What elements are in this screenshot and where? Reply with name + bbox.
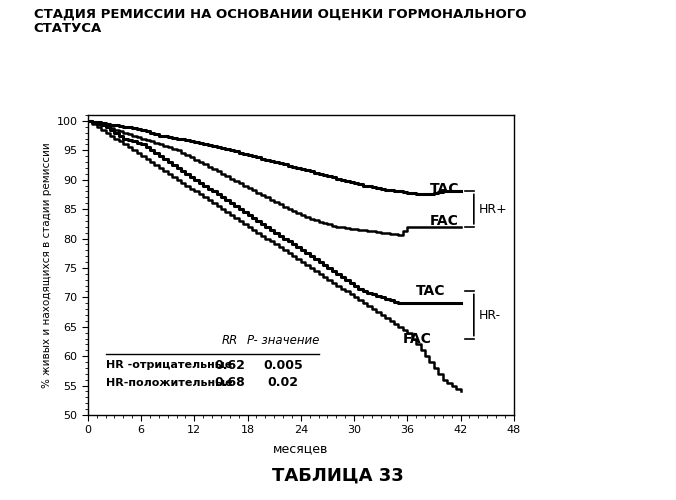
Text: СТАТУСА: СТАТУСА (34, 22, 102, 36)
Text: 0.02: 0.02 (268, 376, 299, 389)
Text: HR-положительные: HR-положительные (105, 378, 233, 388)
Text: HR -отрицательные: HR -отрицательные (105, 360, 232, 370)
Text: TAC: TAC (416, 284, 445, 298)
Text: FAC: FAC (429, 214, 458, 228)
Text: P- значение: P- значение (247, 334, 319, 347)
Text: 0.005: 0.005 (263, 358, 303, 372)
Text: СТАДИЯ РЕМИССИИ НА ОСНОВАНИИ ОЦЕНКИ ГОРМОНАЛЬНОГО: СТАДИЯ РЕМИССИИ НА ОСНОВАНИИ ОЦЕНКИ ГОРМ… (34, 8, 527, 20)
X-axis label: месяцев: месяцев (273, 442, 329, 456)
Text: 0.62: 0.62 (214, 358, 245, 372)
Text: TAC: TAC (429, 182, 459, 196)
Text: RR: RR (222, 334, 238, 347)
Text: HR-: HR- (478, 308, 500, 322)
Text: ТАБЛИЦА 33: ТАБЛИЦА 33 (272, 467, 404, 485)
Y-axis label: % живых и находящихся в стадии ремиссии: % живых и находящихся в стадии ремиссии (43, 142, 52, 388)
Text: 0.68: 0.68 (214, 376, 245, 389)
Text: FAC: FAC (403, 332, 432, 345)
Text: HR+: HR+ (478, 202, 507, 215)
